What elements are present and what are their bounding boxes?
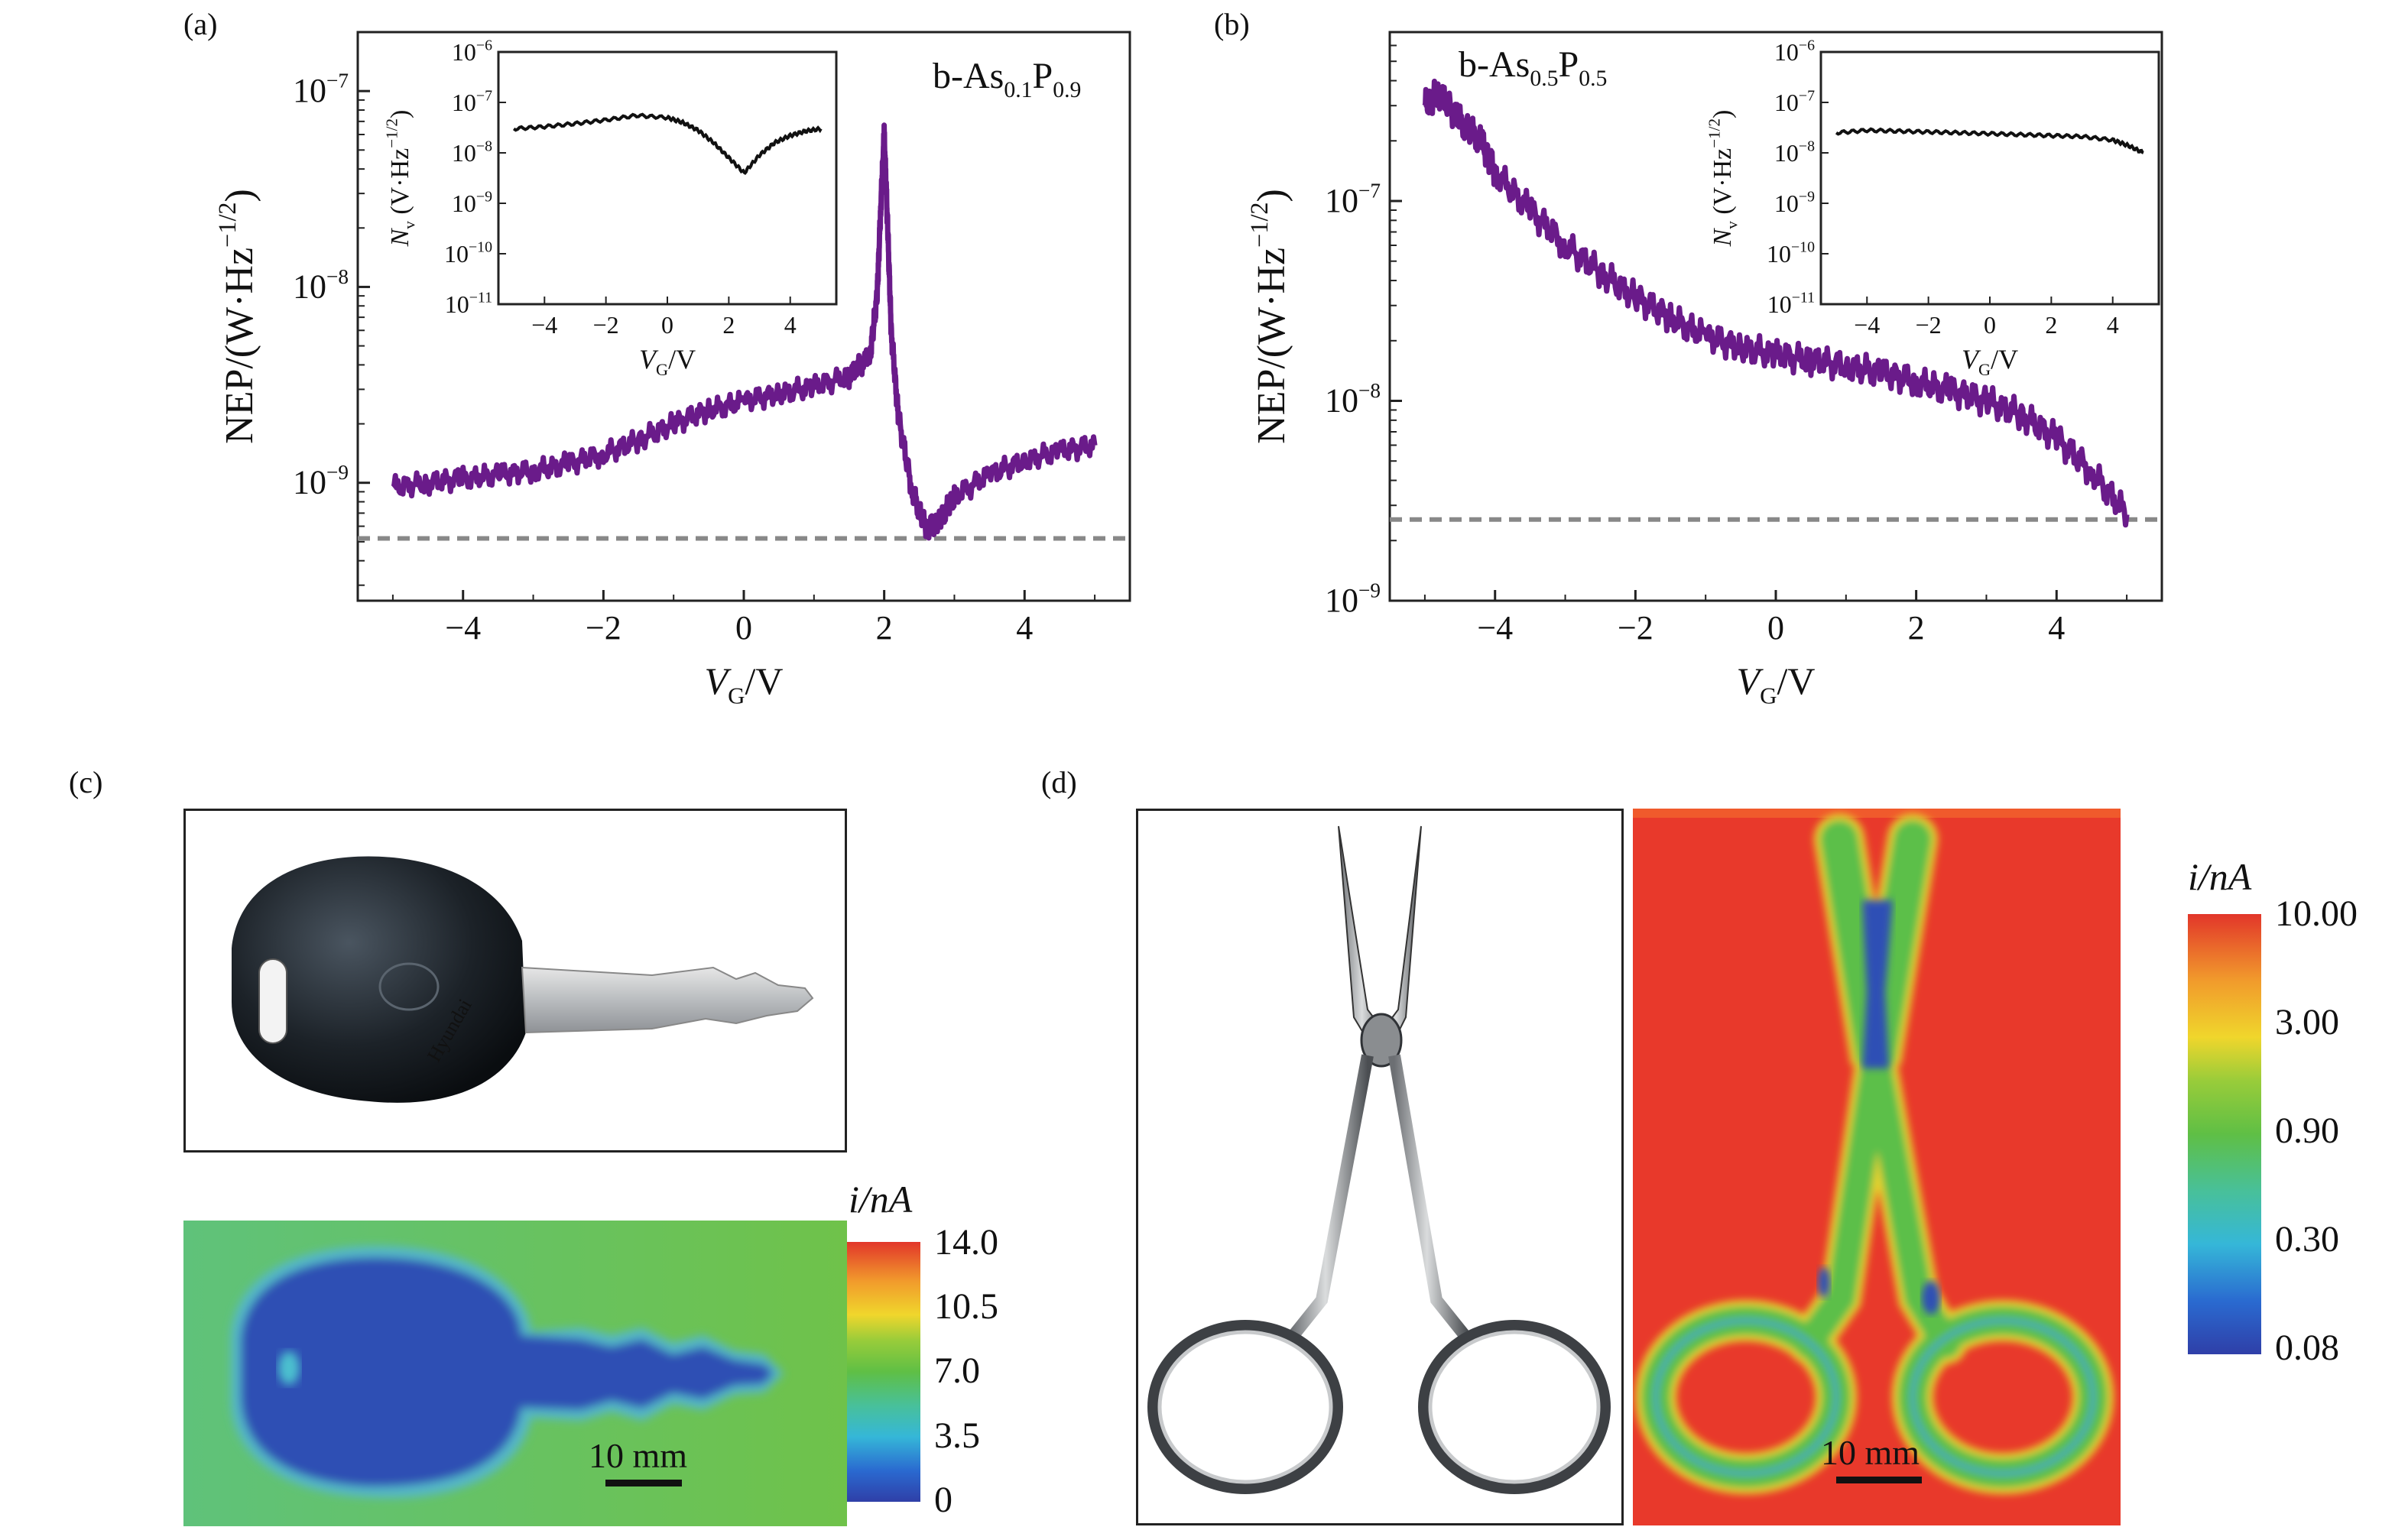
panel-label-b: (b) (1214, 7, 1250, 41)
inset-x-tick-label: −2 (593, 311, 619, 339)
colorbar-d-tick: 0.90 (2275, 1110, 2339, 1151)
colorbar-c-tick: 10.5 (934, 1286, 998, 1327)
panel-label-a: (a) (183, 7, 218, 41)
inset-x-tick-label: −4 (1854, 311, 1880, 339)
x-tick-label: −2 (586, 609, 621, 647)
inset-y-axis-label: Nv (V·Hz−1/2) (383, 110, 419, 248)
series-line (391, 122, 1098, 541)
colorbar-c-title: i/nA (849, 1178, 913, 1221)
inset-frame (1819, 50, 2160, 306)
colorbar-c-tick: 0 (934, 1480, 952, 1520)
inset-x-tick-label: 4 (784, 311, 797, 339)
inset-y-axis-label: Nv (V·Hz−1/2) (1705, 110, 1741, 248)
colorbar-c (847, 1242, 920, 1502)
x-tick-label: 4 (1016, 609, 1033, 647)
inset-frame (497, 50, 838, 306)
inset-x-tick-label: 0 (661, 311, 673, 339)
colorbar-c-tick: 14.0 (934, 1222, 998, 1263)
material-annotation: b-As0.1P0.9 (933, 56, 1081, 102)
inset-y-tick-label: 10−7 (452, 88, 492, 116)
inset-y-tick-label: 10−10 (444, 239, 492, 267)
inset-y-tick-label: 10−9 (452, 189, 492, 217)
inset-x-tick-label: −4 (531, 311, 557, 339)
inset-y-tick-label: 10−7 (1774, 88, 1815, 116)
inset-y-tick-label: 10−8 (452, 138, 492, 167)
colorbar-d-tick: 3.00 (2275, 1002, 2339, 1042)
inset-x-tick-label: −2 (1916, 311, 1942, 339)
inset-x-axis-label: VG/V (1962, 344, 2018, 379)
inset-chart: −4 −2 0 2 4 10−11 10−10 10−9 10−8 10−7 10−6 Nv (V·H… (1705, 37, 2160, 379)
scissors-photo (1136, 809, 1624, 1525)
key-current-map (183, 1221, 847, 1526)
inset-y-tick-label: 10−9 (1774, 189, 1815, 217)
scissors-current-map (1633, 809, 2121, 1525)
x-tick-label: −4 (445, 609, 481, 647)
key-photo: Hyundai (183, 809, 847, 1153)
material-annotation: b-As0.5P0.5 (1459, 44, 1607, 91)
y-axis-label: NEP/(W·Hz−1/2) (213, 189, 261, 444)
y-tick-label: 10−9 (293, 461, 349, 501)
inset-x-tick-label: 4 (2107, 311, 2119, 339)
inset-y-tick-label: 10−6 (1774, 37, 1815, 66)
colorbar-d (2188, 914, 2261, 1354)
y-tick-label: 10−7 (1325, 180, 1381, 219)
nep-charts: −4 −2 0 2 4 10−9 10−8 10−7 NEP/(W·Hz−1/2) VG/V b-A… (213, 31, 2163, 709)
x-tick-label: 0 (1767, 609, 1784, 647)
inset-y-tick-label: 10−11 (445, 290, 492, 318)
x-tick-label: 0 (735, 609, 752, 647)
x-tick-label: −4 (1477, 609, 1513, 647)
x-tick-label: −2 (1618, 609, 1653, 647)
y-tick-label: 10−7 (293, 70, 349, 109)
y-tick-label: 10−9 (1325, 579, 1381, 619)
colorbar-d-tick: 0.08 (2275, 1328, 2339, 1368)
scale-bar-c (605, 1480, 682, 1486)
inset-y-tick-label: 10−11 (1767, 290, 1815, 318)
inset-y-tick-label: 10−8 (1774, 138, 1815, 167)
colorbar-c-tick: 3.5 (934, 1415, 980, 1456)
inset-series-line (512, 112, 823, 176)
series-line (1422, 78, 2130, 528)
inset-x-axis-label: VG/V (639, 344, 696, 379)
scale-label-c: 10 mm (589, 1436, 688, 1475)
y-tick-label: 10−8 (293, 265, 349, 305)
inset-x-tick-label: 0 (1984, 311, 1996, 339)
scale-label-d: 10 mm (1821, 1433, 1920, 1472)
x-tick-label: 2 (1908, 609, 1925, 647)
inset-x-tick-label: 2 (2045, 311, 2057, 339)
inset-x-tick-label: 2 (722, 311, 735, 339)
inset-y-tick-label: 10−6 (452, 37, 492, 66)
inset-y-tick-label: 10−10 (1767, 239, 1815, 267)
x-axis-label: VG/V (705, 660, 784, 709)
chart-b: −4 −2 0 2 4 10−9 10−8 10−7 NEP/(W·Hz−1/2) VG/V b-A… (1245, 31, 2163, 709)
chart-a: −4 −2 0 2 4 10−9 10−8 10−7 NEP/(W·Hz−1/2) VG/V b-A… (213, 31, 1131, 709)
colorbar-d-tick: 0.30 (2275, 1219, 2339, 1260)
colorbar-d-tick: 10.00 (2275, 893, 2358, 934)
scale-bar-d (1836, 1477, 1922, 1483)
panel-label-c: (c) (69, 765, 103, 799)
colorbar-c-tick: 7.0 (934, 1350, 980, 1391)
y-axis-label: NEP/(W·Hz−1/2) (1245, 189, 1293, 444)
x-tick-label: 4 (2048, 609, 2065, 647)
x-axis-label: VG/V (1737, 660, 1816, 709)
panel-label-d: (d) (1041, 765, 1077, 799)
key-illustration: Hyundai (232, 856, 814, 1103)
inset-chart: −4 −2 0 2 4 10−11 10−10 10−9 10−8 10−7 10−6 Nv (V·H… (383, 37, 838, 379)
scissors-illustration (1147, 825, 1611, 1494)
x-tick-label: 2 (876, 609, 893, 647)
y-tick-label: 10−8 (1325, 379, 1381, 419)
inset-series-line (1835, 127, 2144, 154)
colorbar-d-title: i/nA (2188, 855, 2252, 898)
